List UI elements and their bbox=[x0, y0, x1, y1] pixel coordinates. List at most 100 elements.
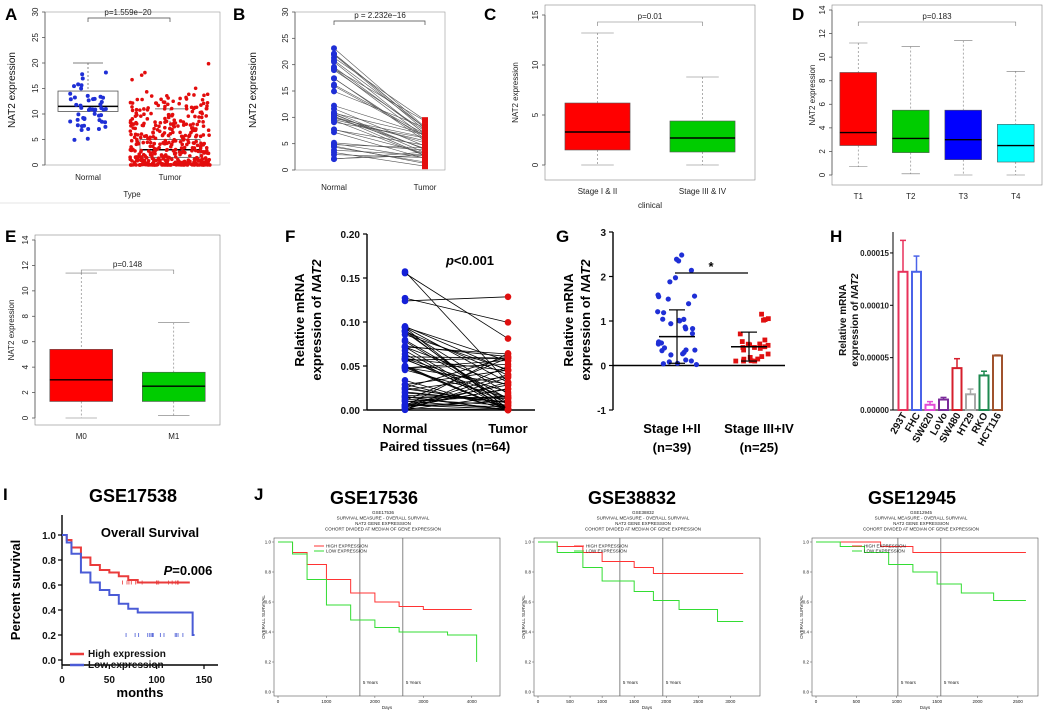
plot-frame bbox=[544, 4, 756, 181]
five-year-label: 5 Years bbox=[406, 680, 422, 685]
data-point bbox=[193, 148, 198, 153]
group-count: (n=39) bbox=[653, 440, 692, 455]
data-point bbox=[180, 142, 185, 147]
data-point bbox=[504, 392, 512, 400]
data-point bbox=[683, 357, 689, 363]
data-point bbox=[183, 150, 187, 155]
data-point bbox=[186, 92, 191, 97]
data-point bbox=[169, 144, 173, 149]
data-point bbox=[422, 163, 428, 170]
data-point bbox=[193, 158, 197, 163]
data-point bbox=[190, 148, 194, 153]
data-point bbox=[422, 158, 428, 165]
y-tick-label: 14 bbox=[818, 5, 827, 14]
pair-line bbox=[404, 367, 509, 411]
data-point bbox=[691, 293, 698, 299]
x-tick-label: 500 bbox=[853, 699, 861, 704]
bar bbox=[992, 354, 1003, 412]
plot-header-line: GSE38832 bbox=[632, 510, 655, 515]
x-tick-label: 150 bbox=[196, 675, 213, 686]
data-point bbox=[96, 126, 101, 131]
x-tick-label: 0 bbox=[537, 699, 540, 704]
data-point bbox=[79, 86, 84, 91]
y-tick-label: 1 bbox=[600, 317, 606, 328]
pair-line bbox=[404, 379, 509, 411]
x-tick-label: Tumor bbox=[488, 421, 527, 436]
pair-line bbox=[404, 296, 509, 302]
pair-line bbox=[404, 297, 509, 323]
data-point bbox=[692, 347, 698, 353]
data-point bbox=[689, 326, 696, 332]
label-part: expression of bbox=[309, 292, 324, 380]
data-point bbox=[138, 108, 142, 112]
data-point bbox=[203, 162, 208, 167]
bar bbox=[978, 374, 990, 411]
pair-line bbox=[404, 345, 509, 357]
five-year-label: 5 Years bbox=[666, 680, 682, 685]
x-tick-label: T1 bbox=[854, 192, 864, 201]
pair-line bbox=[333, 144, 426, 149]
data-point bbox=[504, 357, 512, 364]
data-point bbox=[331, 88, 337, 95]
data-point bbox=[171, 99, 175, 104]
data-point bbox=[75, 123, 80, 128]
data-point bbox=[171, 130, 175, 135]
box bbox=[892, 109, 930, 153]
data-point bbox=[504, 367, 512, 374]
significance-bracket bbox=[597, 21, 703, 26]
data-point bbox=[182, 159, 187, 164]
data-point bbox=[401, 377, 409, 384]
data-point bbox=[179, 134, 184, 139]
plot-header-line: SURVIVAL MEASURE - OVERALL SURVIVAL bbox=[875, 516, 968, 521]
x-tick-label: Normal bbox=[383, 421, 428, 436]
data-point bbox=[181, 120, 186, 124]
p-value: p=0.01 bbox=[638, 12, 663, 21]
y-tick-label: 0 bbox=[21, 415, 30, 420]
data-point bbox=[331, 54, 337, 61]
data-point bbox=[157, 129, 162, 134]
data-point bbox=[655, 309, 661, 315]
y-tick-label: 0.2 bbox=[42, 631, 56, 642]
data-point bbox=[186, 114, 191, 118]
data-point bbox=[103, 120, 108, 125]
data-point bbox=[331, 81, 337, 88]
y-tick-label: 0.2 bbox=[803, 660, 810, 665]
data-point bbox=[173, 161, 178, 165]
pair-line bbox=[404, 346, 509, 386]
data-point bbox=[72, 137, 77, 142]
x-tick-label: 1000 bbox=[321, 699, 332, 704]
data-point bbox=[206, 159, 211, 164]
data-point bbox=[97, 118, 102, 123]
y-tick-label: 0.4 bbox=[803, 630, 810, 635]
panel-f: F 0.00 0.05 0.10 0.15 0.20 Relative mRNA expres… bbox=[285, 227, 535, 454]
data-point bbox=[759, 311, 764, 317]
data-point bbox=[176, 124, 180, 128]
x-tick-label: 2000 bbox=[972, 699, 983, 704]
chart-title: GSE17536 bbox=[330, 488, 418, 508]
data-point bbox=[205, 100, 210, 105]
y-tick-label: 0.8 bbox=[803, 570, 810, 575]
x-tick-label: Tumor bbox=[414, 183, 437, 192]
data-point bbox=[153, 120, 157, 124]
plot-frame bbox=[273, 537, 501, 697]
data-point bbox=[151, 150, 156, 154]
pair-line bbox=[333, 68, 426, 122]
pair-line bbox=[404, 327, 509, 410]
pair-line bbox=[404, 339, 509, 400]
x-tick-label: Stage I & II bbox=[578, 187, 618, 196]
data-point bbox=[161, 100, 166, 104]
data-point bbox=[688, 267, 695, 273]
data-point bbox=[422, 117, 428, 124]
data-point bbox=[82, 116, 87, 121]
data-point bbox=[158, 158, 162, 163]
plot-header-line: COHORT DIVIDED AT MEDIAN OF GENE EXPRESS… bbox=[325, 527, 441, 532]
data-point bbox=[150, 156, 155, 161]
y-tick-label: 1.0 bbox=[42, 531, 56, 542]
survival-curve bbox=[278, 541, 478, 662]
y-tick-label: -1 bbox=[597, 406, 606, 417]
data-point bbox=[171, 123, 176, 128]
box bbox=[564, 102, 631, 151]
data-point bbox=[401, 324, 409, 331]
data-point bbox=[178, 152, 182, 157]
pair-line bbox=[333, 105, 426, 135]
